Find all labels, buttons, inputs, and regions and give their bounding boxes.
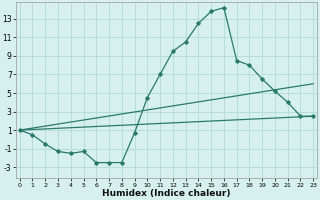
X-axis label: Humidex (Indice chaleur): Humidex (Indice chaleur) (102, 189, 231, 198)
